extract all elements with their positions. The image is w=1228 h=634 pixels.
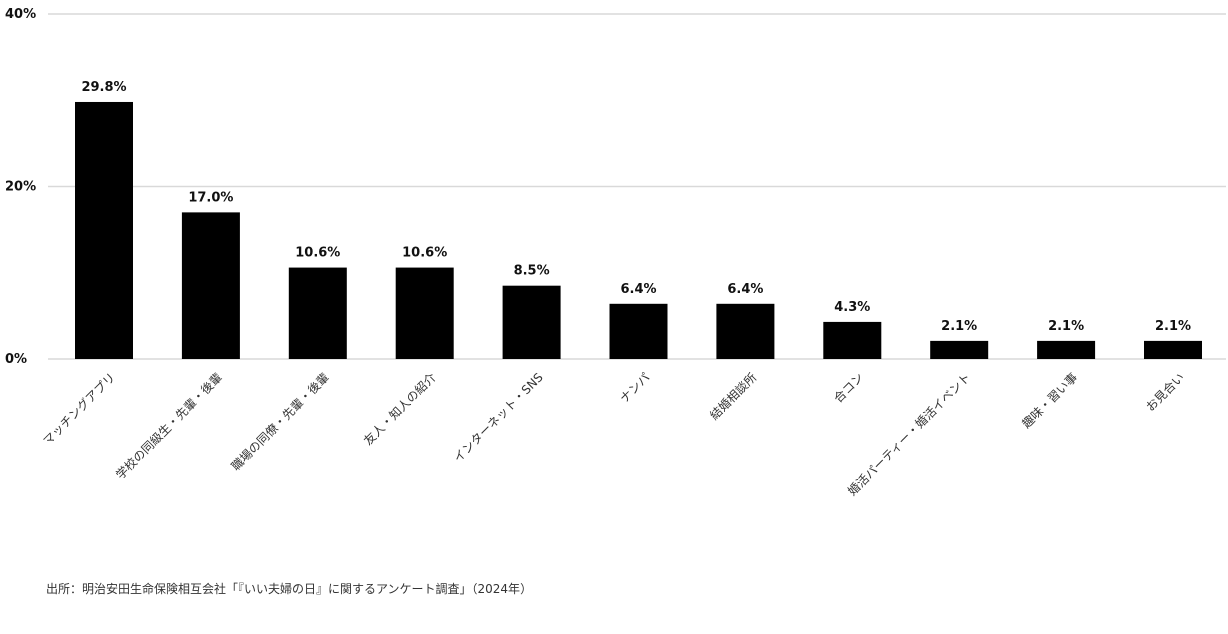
bar <box>502 285 561 359</box>
data-label: 6.4% <box>620 282 656 297</box>
data-label: 8.5% <box>514 264 550 279</box>
category-label: 職場の同僚・先輩・後輩 <box>228 370 332 474</box>
data-label: 6.4% <box>727 282 763 297</box>
bar <box>75 101 133 359</box>
bar <box>1037 340 1096 359</box>
category-label: お見合い <box>1143 370 1188 415</box>
bar <box>395 267 454 359</box>
bar <box>609 303 668 359</box>
bar-chart: 0% 20% 40% 29.8% 17.0% 10.6% 10.6% 8.5% 6.4% 6.4… <box>5 7 1226 499</box>
data-label: 2.1% <box>941 319 977 334</box>
bar <box>716 303 775 359</box>
y-tick-label: 0% <box>5 352 27 367</box>
bar <box>288 267 347 359</box>
category-label: インターネット・SNS <box>451 370 546 465</box>
data-label: 17.0% <box>188 190 233 205</box>
source-note: 出所：明治安田生命保険相互会社「『いい夫婦の日』に関するアンケート調査」（202… <box>46 582 533 596</box>
y-tick-label: 20% <box>5 180 36 195</box>
bar <box>930 340 989 359</box>
category-label: ナンパ <box>617 370 652 405</box>
data-label: 2.1% <box>1048 319 1084 334</box>
bar <box>823 321 882 359</box>
category-label: 友人・知人の紹介 <box>361 370 439 448</box>
bar <box>1144 340 1202 359</box>
data-label: 10.6% <box>295 246 340 261</box>
category-label: 合コン <box>830 370 866 406</box>
category-labels: マッチングアプリ学校の同級生・先輩・後輩 職場の同僚・先輩・後輩 友人・知人の紹介イ… <box>40 370 1187 499</box>
category-label: 結婚相談所 <box>706 370 759 423</box>
data-label: 29.8% <box>81 80 126 95</box>
data-label: 2.1% <box>1155 319 1191 334</box>
y-tick-label: 40% <box>5 7 36 22</box>
data-labels: 29.8% 17.0% 10.6% 10.6% 8.5% 6.4% 6.4% 4.3% 2.1%… <box>81 80 1191 334</box>
category-label: マッチングアプリ <box>40 370 118 448</box>
y-axis-ticks: 0% 20% 40% <box>5 7 36 367</box>
bar <box>181 212 240 359</box>
data-label: 10.6% <box>402 246 447 261</box>
category-label: 趣味・習い事 <box>1019 370 1081 432</box>
category-label: 婚活パーティー・婚活イベント <box>845 370 973 498</box>
data-label: 4.3% <box>834 300 870 315</box>
bars <box>75 101 1202 359</box>
category-label: 学校の同級生・先輩・後輩 <box>113 370 225 482</box>
